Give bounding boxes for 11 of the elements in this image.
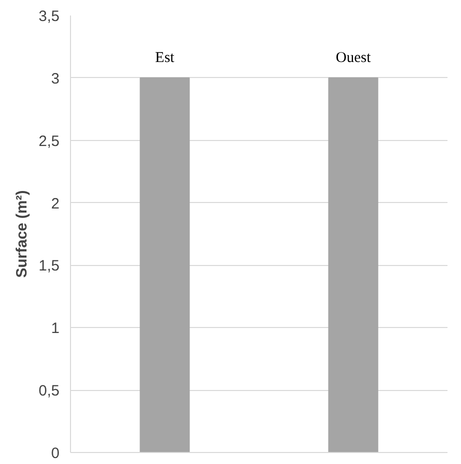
x-tick-label: Est [155, 50, 176, 66]
y-axis-title: Surface (m²) [14, 190, 31, 278]
y-tick-label: 1 [51, 320, 60, 338]
y-tick-label: 3 [51, 70, 60, 88]
y-tick-label: 1,5 [38, 258, 60, 275]
y-tick-label: 0,5 [38, 382, 60, 400]
x-tick-label: Ouest [336, 50, 372, 66]
y-tick-label: 2,5 [38, 132, 60, 150]
y-tick-label: 2 [51, 195, 60, 212]
y-tick-label: 0 [51, 445, 60, 462]
y-tick-label: 3,5 [38, 8, 60, 25]
